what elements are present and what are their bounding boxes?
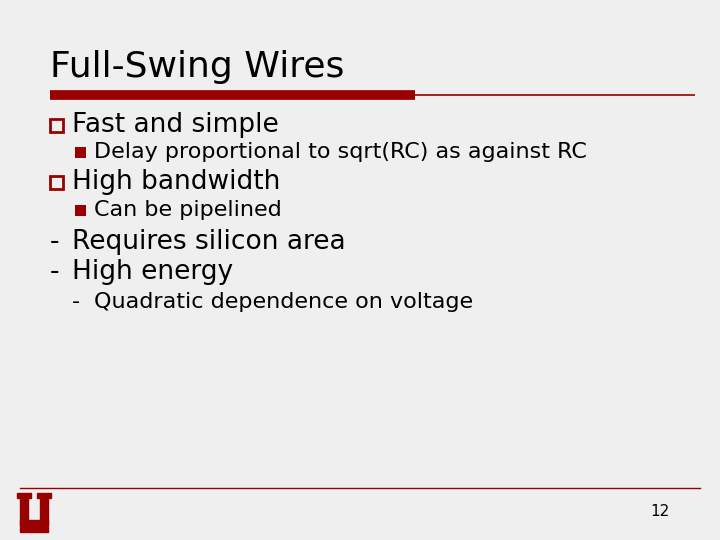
- Text: -: -: [50, 229, 60, 255]
- Bar: [40, 498, 48, 524]
- Bar: [50, 176, 63, 188]
- Text: -: -: [72, 292, 80, 312]
- Text: High bandwidth: High bandwidth: [72, 169, 280, 195]
- Bar: [20, 498, 28, 524]
- Bar: [20, 520, 48, 532]
- Bar: [75, 205, 86, 215]
- Text: -: -: [50, 259, 60, 285]
- Bar: [37, 493, 51, 498]
- Text: High energy: High energy: [72, 259, 233, 285]
- Bar: [50, 118, 63, 132]
- Text: Requires silicon area: Requires silicon area: [72, 229, 346, 255]
- Bar: [75, 146, 86, 158]
- Text: Delay proportional to sqrt(RC) as against RC: Delay proportional to sqrt(RC) as agains…: [94, 142, 587, 162]
- Bar: [17, 493, 31, 498]
- Text: 12: 12: [650, 504, 670, 519]
- Text: Fast and simple: Fast and simple: [72, 112, 279, 138]
- Text: Full-Swing Wires: Full-Swing Wires: [50, 50, 344, 84]
- Text: Quadratic dependence on voltage: Quadratic dependence on voltage: [94, 292, 473, 312]
- Text: Can be pipelined: Can be pipelined: [94, 200, 282, 220]
